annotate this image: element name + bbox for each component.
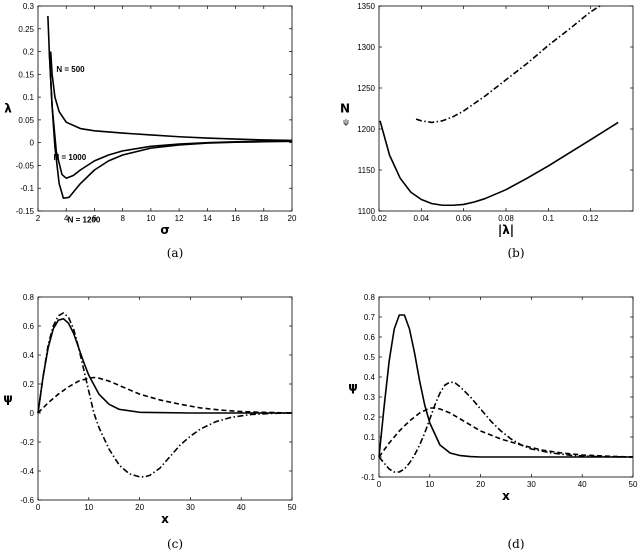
plot-frame bbox=[378, 5, 634, 212]
series-line-3 bbox=[37, 312, 293, 478]
y-tick-label: -0.05 bbox=[16, 161, 35, 170]
series-line-3 bbox=[378, 381, 634, 473]
y-tick-label: -0.1 bbox=[20, 184, 34, 193]
y-tick-label: 0.5 bbox=[364, 353, 376, 362]
y-tick-label: 1250 bbox=[357, 84, 375, 93]
x-tick-label: 0 bbox=[36, 503, 41, 512]
y-tick-label: 1150 bbox=[358, 166, 376, 175]
x-tick-label: 10 bbox=[146, 214, 155, 223]
y-axis-label: ψ bbox=[3, 392, 13, 406]
y-tick-label: 0.7 bbox=[364, 313, 376, 322]
panel-caption: (d) bbox=[507, 537, 524, 551]
x-tick-label: 20 bbox=[476, 480, 485, 489]
y-tick-label: 0.1 bbox=[364, 433, 376, 442]
y-tick-label: 1200 bbox=[357, 125, 375, 134]
series-line-2 bbox=[415, 4, 602, 124]
y-tick-label: 0.15 bbox=[18, 70, 34, 79]
x-tick-label: 50 bbox=[288, 503, 297, 512]
x-tick-label: 40 bbox=[578, 480, 587, 489]
y-tick-label: 0.3 bbox=[23, 2, 35, 11]
y-tick-label: 0.8 bbox=[23, 293, 35, 302]
y-tick-label: 0.2 bbox=[23, 48, 35, 57]
y-tick-label: 0.05 bbox=[18, 116, 34, 125]
series-line-3 bbox=[48, 51, 293, 200]
x-tick-label: 14 bbox=[203, 214, 212, 223]
y-tick-label: 0.25 bbox=[18, 25, 34, 34]
y-tick-label: 0.4 bbox=[23, 351, 35, 360]
y-tick-label: -0.2 bbox=[20, 438, 34, 447]
y-tick-label: 0 bbox=[371, 453, 376, 462]
y-tick-label: 0 bbox=[30, 409, 35, 418]
y-tick-label: 0 bbox=[30, 139, 35, 148]
y-tick-label: 0.8 bbox=[364, 293, 376, 302]
x-axis-label: x bbox=[161, 512, 169, 526]
y-tick-label: 1350 bbox=[357, 2, 375, 11]
y-tick-label: 0.2 bbox=[364, 413, 376, 422]
x-tick-label: 20 bbox=[135, 503, 144, 512]
y-tick-label: -0.6 bbox=[20, 496, 34, 505]
x-tick-label: 50 bbox=[629, 480, 638, 489]
x-tick-label: 0.08 bbox=[498, 214, 514, 223]
plot-frame bbox=[37, 296, 293, 501]
y-tick-label: 0.6 bbox=[364, 333, 376, 342]
x-tick-label: 40 bbox=[237, 503, 246, 512]
y-tick-label: 0.1 bbox=[23, 93, 35, 102]
y-tick-label: -0.4 bbox=[20, 467, 34, 476]
curve-annotation: N = 1000 bbox=[54, 153, 87, 162]
y-axis-label: ψ bbox=[348, 380, 358, 394]
x-tick-label: 12 bbox=[175, 214, 184, 223]
y-axis-label: N bbox=[340, 102, 350, 116]
x-tick-label: 4 bbox=[64, 214, 69, 223]
x-tick-label: 10 bbox=[84, 503, 93, 512]
x-tick-label: 30 bbox=[186, 503, 195, 512]
x-tick-label: 16 bbox=[231, 214, 240, 223]
y-tick-label: -0.1 bbox=[361, 473, 375, 482]
x-tick-label: 30 bbox=[527, 480, 536, 489]
panel-b: 0.02 0.04 0.06 0.08 0.1 0.12 1100 1150 1200 1250 1… bbox=[340, 2, 634, 260]
y-tick-label: 0.3 bbox=[364, 393, 376, 402]
x-tick-label: 20 bbox=[288, 214, 297, 223]
x-tick-label: 2 bbox=[36, 214, 41, 223]
x-tick-label: 0.04 bbox=[414, 214, 430, 223]
panel-caption: (b) bbox=[507, 246, 524, 260]
series-line-1 bbox=[378, 314, 633, 458]
plot-frame bbox=[37, 5, 293, 212]
series-line-1 bbox=[49, 51, 293, 142]
curve-annotation: N = 500 bbox=[56, 65, 85, 74]
x-tick-label: 0 bbox=[377, 480, 382, 489]
x-tick-label: 6 bbox=[92, 214, 97, 223]
y-tick-label: 1100 bbox=[358, 207, 376, 216]
x-axis-label: |λ| bbox=[498, 223, 514, 237]
x-axis-label: x bbox=[502, 489, 510, 503]
curve-annotation: N = 1200 bbox=[68, 215, 101, 224]
y-tick-label: -0.15 bbox=[16, 207, 35, 216]
panel-d: 0 10 20 30 40 50-0.100.10.20.30.40.50.60.70.8… bbox=[348, 293, 638, 551]
x-tick-label: 0.1 bbox=[543, 214, 555, 223]
panel-caption: (c) bbox=[167, 537, 183, 551]
plot-frame bbox=[378, 296, 634, 478]
y-axis-label-subscript: ψ bbox=[343, 118, 349, 127]
y-tick-label: 1300 bbox=[357, 43, 375, 52]
x-axis-label: σ bbox=[160, 223, 169, 237]
y-axis-label: λ bbox=[4, 102, 12, 116]
x-tick-label: 0.02 bbox=[371, 214, 387, 223]
y-tick-label: 0.6 bbox=[23, 322, 35, 331]
x-tick-label: 18 bbox=[259, 214, 268, 223]
panel-c: 0 10 20 30 40 50 -0.6 -0.4 -0.2 0 0.2 0.4 0.6 0.8 x ψ (c… bbox=[3, 293, 297, 551]
series-line-1 bbox=[379, 120, 619, 207]
y-tick-label: 0.2 bbox=[23, 380, 35, 389]
x-tick-label: 8 bbox=[120, 214, 125, 223]
series-line-2 bbox=[378, 407, 634, 458]
x-tick-label: 0.12 bbox=[583, 214, 599, 223]
x-tick-label: 0.06 bbox=[456, 214, 472, 223]
series-line-1 bbox=[37, 317, 292, 414]
series-line-2 bbox=[37, 376, 293, 414]
panel-caption: (a) bbox=[167, 246, 184, 260]
x-tick-label: 10 bbox=[425, 480, 434, 489]
panel-a: 2 4 6 8 10 12 14 16 18 20 -0.15 -0.1 -0.05 0 0.05 0.1 0.… bbox=[4, 2, 297, 260]
y-tick-label: 0.4 bbox=[364, 373, 376, 382]
